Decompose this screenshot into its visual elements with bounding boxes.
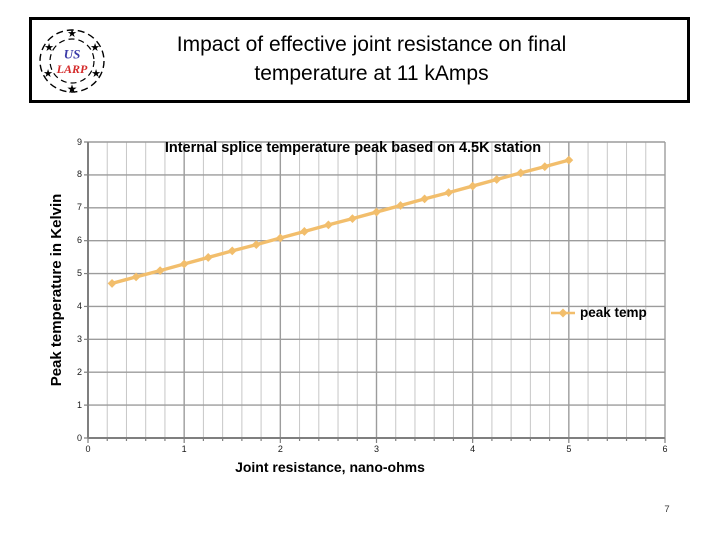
us-larp-logo: ★ ★ ★ ★ ★ ★ US LARP xyxy=(39,28,105,96)
legend-label: peak temp xyxy=(580,305,647,320)
data-point-marker xyxy=(444,188,454,198)
y-tick-label: 8 xyxy=(76,169,82,180)
x-tick-label: 6 xyxy=(662,444,668,454)
page-number: 7 xyxy=(664,504,670,515)
data-point-marker xyxy=(179,259,189,269)
data-point-marker xyxy=(275,233,285,243)
star-icon: ★ xyxy=(44,42,54,54)
data-point-marker xyxy=(420,194,429,204)
data-point-marker xyxy=(540,162,550,172)
logo-outer-ring xyxy=(39,29,105,93)
logo-larp-text: LARP xyxy=(56,62,88,76)
logo-us-text: US xyxy=(64,47,81,62)
data-point-marker xyxy=(372,207,381,217)
x-tick-label: 0 xyxy=(85,444,91,454)
star-icon: ★ xyxy=(67,82,78,96)
x-axis-title: Joint resistance, nano-ohms xyxy=(235,459,425,475)
data-point-marker xyxy=(107,279,117,288)
legend-line-marker xyxy=(551,308,575,317)
y-tick-label: 9 xyxy=(76,136,82,147)
y-tick-label: 0 xyxy=(76,432,82,443)
slide-title: Impact of effective joint resistance on … xyxy=(116,31,687,89)
data-point-marker xyxy=(227,246,237,256)
y-tick-label: 5 xyxy=(76,268,82,279)
slide-title-line2: temperature at 11 kAmps xyxy=(254,62,489,85)
x-tick-label: 2 xyxy=(277,444,283,454)
x-tick-label: 3 xyxy=(373,444,379,454)
y-tick-label: 1 xyxy=(76,399,82,410)
y-tick-label: 2 xyxy=(76,366,82,377)
star-icon: ★ xyxy=(90,42,100,54)
data-point-marker xyxy=(492,175,502,184)
data-point-marker xyxy=(131,272,141,282)
y-tick-label: 4 xyxy=(76,300,82,311)
data-point-marker xyxy=(155,266,165,275)
slide-title-line1: Impact of effective joint resistance on … xyxy=(176,33,567,57)
x-tick-label: 5 xyxy=(566,444,572,454)
y-tick-label: 3 xyxy=(76,333,82,344)
data-point-marker xyxy=(251,240,261,250)
legend-diamond-marker xyxy=(558,308,568,317)
star-icon: ★ xyxy=(67,28,77,40)
data-point-marker xyxy=(396,201,405,210)
star-icon: ★ xyxy=(43,68,53,80)
data-point-marker xyxy=(564,155,574,165)
data-point-marker xyxy=(324,220,333,230)
chart-title: Internal splice temperature peak based o… xyxy=(164,140,542,156)
data-line xyxy=(110,158,571,286)
legend: peak temp xyxy=(551,305,647,320)
data-point-marker xyxy=(516,168,526,178)
data-point-marker xyxy=(348,214,357,224)
y-tick-label: 7 xyxy=(76,202,82,213)
data-point-marker xyxy=(468,181,478,191)
x-tick-label: 4 xyxy=(470,444,476,454)
y-tick-label: 6 xyxy=(76,235,82,246)
slide-title-box: ★ ★ ★ ★ ★ ★ US LARP Impact of effective … xyxy=(29,17,690,103)
data-point-marker xyxy=(299,227,309,236)
star-icon: ★ xyxy=(91,68,101,80)
logo-inner-ring xyxy=(49,38,95,84)
y-axis-title: Peak temperature in Kelvin xyxy=(48,193,65,387)
data-point-marker xyxy=(203,253,213,262)
x-tick-label: 1 xyxy=(181,444,187,454)
